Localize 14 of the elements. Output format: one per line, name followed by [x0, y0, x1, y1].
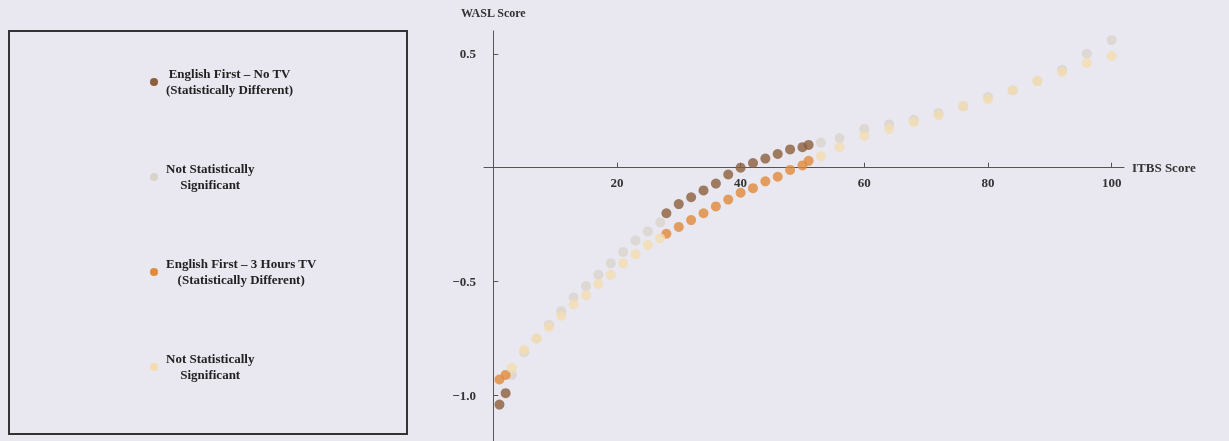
legend-label: English First – No TV (Statistically Different) — [166, 66, 294, 98]
y-tick-label: −1.0 — [452, 387, 476, 403]
y-tick-label: 0.5 — [459, 46, 477, 62]
legend-label: Not Statistically Significant — [166, 351, 255, 383]
x-tick-label: 100 — [1101, 174, 1122, 190]
y-tick-label: −0.5 — [452, 274, 477, 290]
y-axis-title: WASL Score — [460, 6, 527, 20]
x-axis-title: ITBS Score — [1132, 160, 1196, 176]
x-tick-label: 60 — [857, 174, 871, 190]
legend-label: Not Statistically Significant — [166, 161, 255, 193]
x-tick-label: 40 — [734, 174, 748, 190]
legend-label: English First – 3 Hours TV (Statistically Different) — [166, 256, 317, 288]
x-tick-label: 80 — [981, 174, 995, 190]
x-tick-label: 20 — [610, 174, 624, 190]
